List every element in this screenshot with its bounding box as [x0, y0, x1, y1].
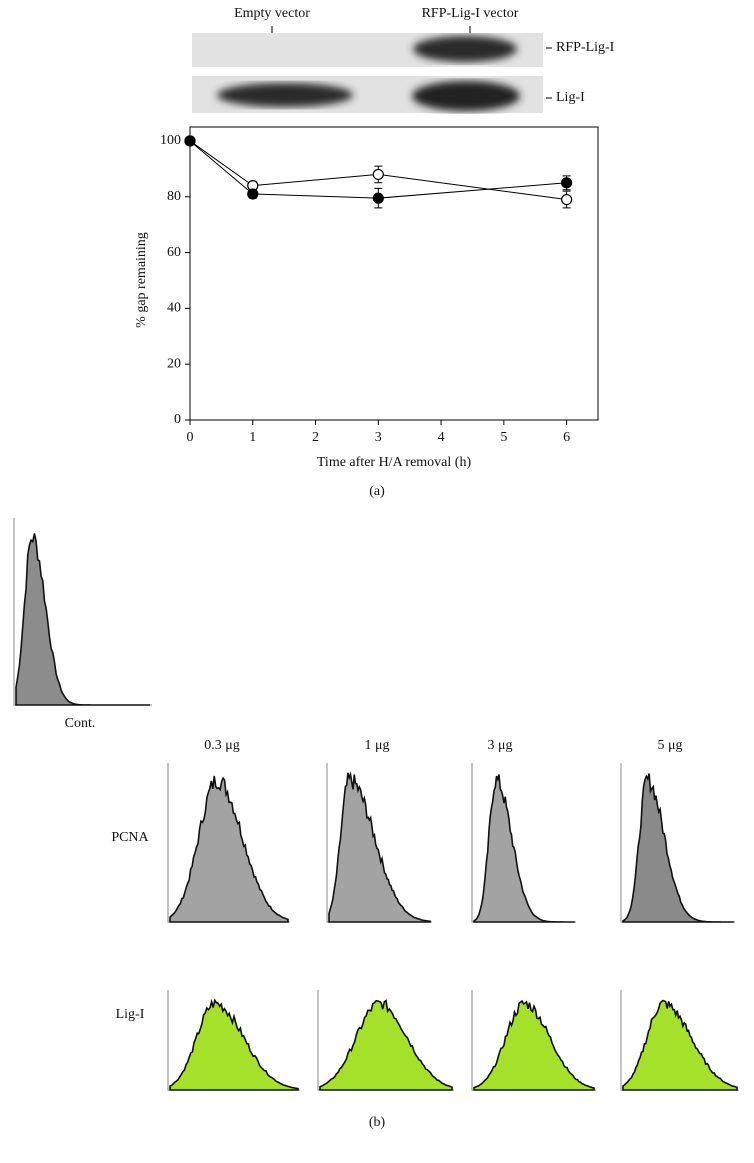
histogram: [473, 999, 595, 1091]
histogram: [622, 773, 734, 923]
line-chart: Time after H/A removal (h) % gap remaini…: [134, 126, 599, 470]
histogram: [169, 775, 289, 923]
lane-label: Empty vector: [234, 6, 310, 21]
series-line: [189, 140, 567, 199]
lane-label: RFP-Lig-I vector: [422, 6, 519, 21]
histogram: [328, 771, 431, 923]
data-point: [561, 193, 573, 206]
x-tick-label: 1: [249, 430, 256, 445]
data-point: [561, 177, 573, 189]
x-tick-label: 4: [438, 430, 445, 445]
y-axis-title: % gap remaining: [134, 232, 149, 328]
y-tick-label: 20: [167, 356, 181, 371]
x-tick-label: 2: [312, 430, 319, 445]
dose-label: 3 μg: [487, 738, 512, 753]
x-tick-label: 3: [375, 430, 382, 445]
y-tick-label: 40: [167, 301, 181, 316]
control-label: Cont.: [65, 716, 96, 731]
western-blot: Empty vector RFP-Lig-I vector RFP-Lig-I …: [192, 6, 615, 113]
y-tick-label: 80: [167, 189, 181, 204]
x-tick-label: 6: [563, 430, 570, 445]
plot-frame: [189, 126, 599, 421]
row-label: Lig-I: [116, 1007, 145, 1022]
histogram: [15, 533, 150, 706]
histograms: Cont. 0.3 μg 1 μg 3 μg 5 μg PCNA Lig-I: [13, 518, 739, 1091]
data-point: [372, 168, 384, 181]
histogram: [169, 998, 299, 1091]
x-tick-label: 5: [500, 430, 507, 445]
data-point: [184, 135, 196, 147]
histogram: [473, 774, 575, 923]
data-point: [372, 192, 384, 204]
histogram: [319, 999, 453, 1091]
dose-label: 1 μg: [364, 738, 389, 753]
blot-band: [412, 81, 520, 111]
x-axis-title: Time after H/A removal (h): [317, 455, 472, 470]
x-tick-label: 0: [187, 430, 194, 445]
data-point: [247, 188, 259, 200]
band-label: RFP-Lig-I: [556, 40, 615, 55]
panel-label: (a): [369, 484, 385, 499]
blot-band: [217, 83, 353, 107]
series-line: [189, 140, 567, 201]
y-tick-label: 0: [174, 412, 181, 427]
y-tick-label: 60: [167, 245, 181, 260]
dose-label: 0.3 μg: [204, 738, 240, 753]
dose-label: 5 μg: [657, 738, 682, 753]
blot-band: [413, 36, 517, 62]
band-label: Lig-I: [556, 90, 585, 105]
panel-label: (b): [369, 1115, 386, 1130]
row-label: PCNA: [111, 830, 149, 845]
y-tick-label: 100: [160, 133, 181, 148]
histogram: [622, 999, 738, 1091]
